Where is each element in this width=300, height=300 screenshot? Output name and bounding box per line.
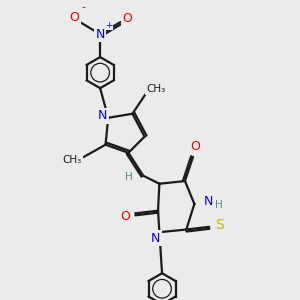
Text: S: S bbox=[215, 218, 224, 232]
Text: O: O bbox=[69, 11, 79, 24]
Text: O: O bbox=[122, 12, 132, 25]
Text: -: - bbox=[82, 2, 86, 12]
Text: H: H bbox=[215, 200, 223, 210]
Text: H: H bbox=[125, 172, 133, 182]
Text: N: N bbox=[204, 195, 213, 208]
Text: CH₃: CH₃ bbox=[62, 155, 82, 165]
Text: N: N bbox=[98, 109, 107, 122]
Text: N: N bbox=[151, 232, 160, 245]
Text: N: N bbox=[95, 28, 105, 41]
Text: CH₃: CH₃ bbox=[146, 84, 166, 94]
Text: O: O bbox=[120, 210, 130, 223]
Text: +: + bbox=[105, 21, 112, 30]
Text: O: O bbox=[190, 140, 200, 153]
